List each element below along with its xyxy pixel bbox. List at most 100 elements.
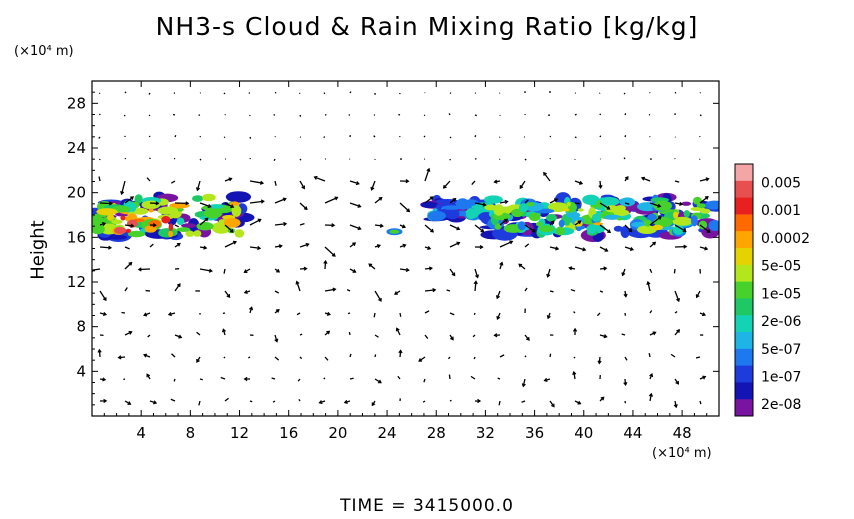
wind-vector-head <box>477 398 482 404</box>
wind-vector <box>446 289 451 292</box>
cloud-cell <box>672 216 693 226</box>
wind-vector <box>649 310 653 314</box>
wind-vector-head <box>474 274 480 279</box>
colorbar: 0.005 0.001 0.0002 5e-05 1e-05 2e-06 5e-07 1e-0… <box>734 163 810 417</box>
wind-vector <box>699 178 709 182</box>
wind-vector-head <box>683 244 688 249</box>
wind-vector <box>374 378 382 384</box>
cloud-cell <box>517 221 526 231</box>
wind-vector-head <box>482 202 487 207</box>
x-tick-label: 16 <box>279 424 298 442</box>
colorbar-swatch <box>735 281 753 299</box>
wind-vector <box>574 220 582 226</box>
wind-vector <box>649 268 653 274</box>
wind-vector <box>598 92 601 95</box>
wind-vectors <box>92 91 711 409</box>
wind-vector-head <box>496 295 500 300</box>
wind-vector <box>314 176 326 182</box>
wind-vector <box>248 356 251 359</box>
wind-vector <box>699 196 709 204</box>
wind-vector <box>274 245 282 248</box>
wind-vector-head <box>305 242 310 247</box>
wind-vector-head <box>578 180 584 185</box>
wind-vector <box>549 157 552 160</box>
wind-vector <box>423 378 426 383</box>
wind-vector <box>473 312 476 316</box>
wind-vector-head <box>405 179 410 184</box>
x-tick-label: 4 <box>136 424 146 442</box>
cloud-cell <box>538 225 554 233</box>
y-tick-label: 8 <box>76 318 86 336</box>
wind-vector <box>424 334 429 339</box>
wind-vector-head <box>629 246 634 251</box>
wind-vector <box>349 377 354 380</box>
wind-vector-head <box>229 228 234 233</box>
wind-vector-head <box>657 216 662 220</box>
wind-vector <box>574 113 577 116</box>
wind-vector-head <box>606 206 611 210</box>
wind-vector-head <box>243 376 248 382</box>
wind-vector <box>347 312 351 315</box>
wind-vector-head <box>295 280 300 285</box>
wind-vector <box>621 268 626 276</box>
wind-vector <box>499 218 508 226</box>
wind-vector-head <box>378 297 382 302</box>
wind-vector <box>296 281 301 292</box>
wind-vector <box>471 180 476 185</box>
x-tick-label: 40 <box>574 424 593 442</box>
wind-vector <box>543 172 551 182</box>
wind-vector-head <box>521 383 526 388</box>
wind-vector <box>549 290 554 293</box>
wind-vector <box>124 157 127 160</box>
wind-vector <box>148 92 151 95</box>
wind-vector <box>249 246 261 249</box>
y-tick-label: 28 <box>67 94 86 112</box>
wind-vector <box>274 356 280 361</box>
wind-vector-head <box>393 291 398 295</box>
colorbar-swatch <box>735 164 753 182</box>
cloud-cell <box>161 215 171 224</box>
cloud-field <box>92 191 719 243</box>
wind-vector <box>599 290 604 293</box>
wind-vector-head <box>128 330 133 335</box>
wind-vector <box>374 290 382 302</box>
cloud-cell <box>558 219 565 228</box>
cloud-cell <box>92 216 106 229</box>
wind-vector <box>449 312 455 316</box>
wind-vector-head <box>102 222 107 227</box>
wind-vector <box>599 224 611 233</box>
wind-vector-head <box>526 336 530 341</box>
x-tick-label: 48 <box>673 424 692 442</box>
wind-vector-head <box>274 338 279 343</box>
wind-vector <box>574 246 586 251</box>
colorbar-swatch <box>735 180 753 199</box>
wind-vector <box>496 290 501 299</box>
cloud-cell <box>176 227 191 232</box>
wind-vector-head <box>701 312 707 317</box>
wind-vector-head <box>331 253 336 257</box>
wind-vector <box>670 353 676 358</box>
wind-vector <box>695 356 701 359</box>
wind-vector <box>499 262 503 270</box>
wind-vector-head <box>195 187 201 192</box>
wind-vector <box>474 268 479 278</box>
wind-vector-head <box>259 180 265 185</box>
wind-vector-head <box>550 220 555 225</box>
wind-vector-head <box>371 402 376 407</box>
wind-vector <box>674 290 680 302</box>
wind-vector <box>574 202 580 205</box>
cloud-cell <box>535 221 543 227</box>
wind-vector-head <box>127 401 132 405</box>
wind-vector-head <box>519 185 524 190</box>
wind-vector-head <box>452 198 457 202</box>
wind-vector <box>624 135 627 138</box>
wind-vector-head <box>378 196 383 201</box>
wind-vector-head <box>493 179 498 184</box>
wind-vector <box>148 114 151 117</box>
cloud-cell <box>107 213 115 221</box>
wind-vector-head <box>226 294 231 298</box>
wind-vector <box>448 113 451 116</box>
wind-vector <box>273 158 276 162</box>
wind-vector-head <box>496 315 501 321</box>
wind-vector-head <box>249 306 254 311</box>
